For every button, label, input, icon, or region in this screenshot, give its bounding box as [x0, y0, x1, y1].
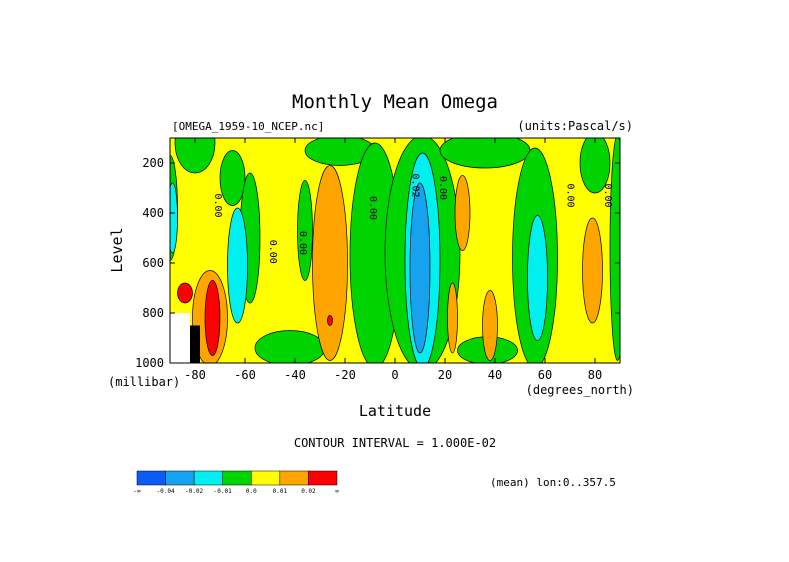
contour-label-5: 0.00: [437, 176, 448, 200]
x-tick-label: 60: [538, 368, 552, 382]
contour-label-2: 0.00: [297, 231, 308, 255]
x-tick-label: 20: [438, 368, 452, 382]
colorbar-label: 0.01: [273, 488, 288, 495]
colorbar-label: -0.02: [185, 488, 203, 495]
contour-label-group: 0.00 0.00 0.00 0.00 0.02 0.00 0.00 0.00: [212, 173, 613, 263]
contour-label-1: 0.00: [267, 240, 278, 264]
mean-note: (mean) lon:0..357.5: [490, 476, 616, 489]
colorbar-swatch: [222, 470, 252, 486]
contour-region-1: [174, 138, 216, 174]
colorbar-label: -0.01: [214, 488, 232, 495]
colorbar-label: -∞: [133, 488, 141, 495]
x-tick-label: 40: [488, 368, 502, 382]
y-tick-label: 200: [142, 156, 164, 170]
colorbar-swatch: [251, 470, 281, 486]
colorbar-swatch: [279, 470, 309, 486]
contour-region-27: [327, 315, 333, 326]
chart-title: Monthly Mean Omega: [292, 91, 498, 113]
x-axis-ticks: -80 -60 -40 -20 0 20 40 60 80: [184, 138, 602, 382]
contour-region-26: [177, 282, 193, 304]
colorbar: -∞ -0.04 -0.02 -0.01 0.0 0.01 0.02 ∞: [133, 470, 339, 495]
contour-region-12: [579, 138, 611, 194]
x-tick-label: 0: [391, 368, 398, 382]
contour-label-7: 0.00: [602, 183, 613, 207]
contour-region-13: [609, 138, 620, 361]
contour-region-21: [447, 282, 458, 354]
contour-region-2: [219, 150, 246, 206]
y-tick-label: 600: [142, 256, 164, 270]
contour-label-6: 0.00: [565, 183, 576, 207]
colorbar-label: -0.04: [157, 488, 175, 495]
contour-interval-text: CONTOUR INTERVAL = 1.000E-02: [294, 436, 496, 450]
x-tick-label: -20: [334, 368, 356, 382]
colorbar-swatch: [165, 470, 195, 486]
contour-region-17: [527, 215, 548, 341]
contour-region-4: [254, 330, 326, 363]
y-axis-ticks: 200 400 600 800 1000: [135, 156, 620, 370]
contour-region-23: [582, 217, 603, 324]
contour-region-29: [190, 325, 200, 363]
y-tick-label: 800: [142, 306, 164, 320]
source-label: [OMEGA_1959-10_NCEP.nc]: [172, 120, 324, 133]
contour-label-3: 0.00: [367, 196, 378, 220]
y-tick-label: 400: [142, 206, 164, 220]
colorbar-label: ∞: [335, 488, 339, 495]
contour-region-15: [227, 207, 248, 324]
units-label: (units:Pascal/s): [517, 119, 633, 133]
contour-region-25: [204, 280, 221, 356]
contour-label-4: 0.02: [410, 173, 421, 197]
contour-regions: [170, 138, 620, 363]
x-tick-label: -60: [234, 368, 256, 382]
x-tick-label: -80: [184, 368, 206, 382]
contour-region-28: [170, 313, 190, 363]
y-tick-label: 1000: [135, 356, 164, 370]
colorbar-label: 0.0: [246, 488, 257, 495]
y-axis-label: Level: [108, 227, 126, 272]
contour-region-22: [482, 290, 498, 361]
contour-region-14: [170, 182, 178, 254]
contour-region-20: [454, 175, 471, 251]
colorbar-swatch: [193, 470, 223, 486]
x-tick-label: 80: [588, 368, 602, 382]
x-axis-label: Latitude: [359, 402, 431, 420]
colorbar-swatch: [308, 470, 338, 486]
contour-region-5: [297, 180, 313, 281]
contour-region-19: [312, 165, 348, 361]
x-unit-label: (degrees_north): [526, 383, 634, 397]
colorbar-swatch: [136, 470, 166, 486]
contour-region-18: [409, 182, 431, 354]
colorbar-label: 0.02: [301, 488, 316, 495]
y-unit-label: (millibar): [108, 375, 180, 389]
contour-label-0: 0.00: [212, 193, 223, 217]
x-tick-label: -40: [284, 368, 306, 382]
